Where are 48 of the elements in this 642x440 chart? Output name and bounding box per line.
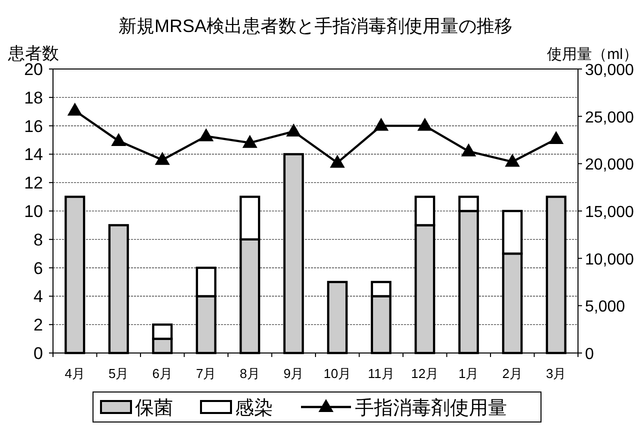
point — [548, 131, 564, 144]
x-tick-label: 6月 — [152, 366, 172, 381]
point — [242, 134, 258, 148]
x-tick-label: 12月 — [411, 366, 439, 381]
y2-tick-label: 30,000 — [585, 62, 634, 79]
x-tick-label: 11月 — [368, 366, 394, 381]
x-tick-label: 2月 — [502, 366, 522, 381]
chart-title: 新規MRSA検出患者数と手指消毒剤使用量の推移 — [118, 16, 513, 36]
legend-label: 手指消毒剤使用量 — [355, 397, 507, 419]
y-tick-label: 14 — [24, 145, 43, 164]
x-tick-label: 10月 — [324, 366, 352, 381]
point — [286, 123, 302, 136]
point — [198, 128, 214, 142]
x-tick-label: 5月 — [108, 366, 129, 381]
x-tick-label: 8月 — [240, 366, 260, 381]
x-tick-label: 9月 — [284, 366, 304, 381]
y-axis-title: 患者数 — [7, 44, 59, 63]
point — [374, 118, 389, 131]
y-tick-label: 18 — [24, 88, 43, 108]
point — [504, 154, 520, 167]
y2-tick-label: 5,000 — [585, 298, 626, 316]
y2-tick-label: 15,000 — [585, 204, 634, 221]
legend-label: 感染 — [235, 397, 273, 419]
point — [67, 102, 82, 116]
y-tick-label: 6 — [34, 258, 43, 278]
x-tick-label: 4月 — [64, 366, 85, 381]
legend-label: 保菌 — [135, 398, 173, 419]
y2-tick-label: 0 — [585, 346, 594, 363]
y-tick-label: 8 — [34, 230, 43, 250]
y-tick-label: 10 — [24, 202, 43, 221]
y2-tick-label: 20,000 — [585, 156, 634, 174]
y-tick-label: 4 — [34, 287, 43, 306]
y2-tick-label: 25,000 — [585, 109, 634, 126]
y-tick-label: 20 — [24, 60, 43, 79]
point — [111, 132, 126, 146]
point — [330, 154, 345, 168]
y-tick-label: 16 — [24, 116, 43, 136]
x-tick-label: 3月 — [546, 366, 566, 381]
point — [154, 152, 170, 165]
y-tick-label: 0 — [34, 344, 43, 363]
x-tick-label: 1月 — [458, 366, 479, 381]
y2-axis-title: 使用量（ml） — [547, 46, 638, 63]
point — [461, 143, 476, 156]
y-tick-label: 2 — [34, 316, 43, 335]
y-tick-label: 12 — [24, 174, 43, 193]
y2-tick-label: 10,000 — [585, 251, 634, 268]
point — [417, 118, 432, 131]
x-tick-label: 7月 — [196, 366, 216, 381]
